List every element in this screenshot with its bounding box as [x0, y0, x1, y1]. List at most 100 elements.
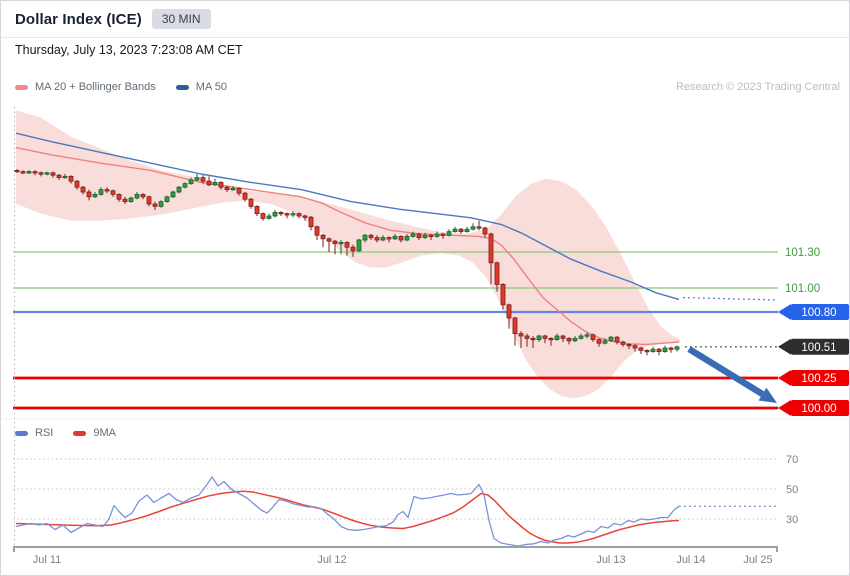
- candle: [482, 227, 488, 235]
- candle: [74, 180, 80, 188]
- rsi-swatch: [15, 430, 28, 436]
- candle: [200, 177, 206, 182]
- candle: [176, 186, 182, 193]
- candle: [38, 172, 44, 175]
- candle: [284, 213, 290, 216]
- x-axis-label-jul-14: Jul 14: [676, 554, 705, 566]
- candle: [494, 262, 500, 285]
- candle: [122, 198, 128, 202]
- candle: [464, 228, 470, 232]
- candle: [362, 234, 368, 241]
- candle: [452, 228, 458, 232]
- legend-label-rsi: RSI: [35, 427, 54, 439]
- price-tag-100.80: 100.80: [778, 304, 849, 320]
- candle: [332, 240, 338, 244]
- candle: [674, 346, 680, 350]
- candle: [500, 283, 506, 306]
- candle: [326, 238, 332, 242]
- candle: [524, 335, 530, 339]
- candle: [278, 211, 284, 215]
- candle: [314, 226, 320, 236]
- chart-area: MA 20 + Bollinger Bands MA 50 Research ©…: [1, 61, 850, 576]
- candle: [56, 174, 62, 178]
- candle: [404, 235, 410, 241]
- candle: [32, 171, 38, 174]
- header: Dollar Index (ICE) 30 MIN: [1, 1, 849, 38]
- x-axis-label-jul-12: Jul 12: [317, 554, 346, 566]
- research-attribution: Research © 2023 Trading Central: [675, 81, 840, 93]
- legend-item-rsi: RSI: [15, 427, 53, 439]
- candle: [506, 304, 512, 319]
- x-axis-label-jul-25: Jul 25: [743, 554, 772, 566]
- timestamp: Thursday, July 13, 2023 7:23:08 AM CET: [15, 43, 243, 57]
- candle: [572, 337, 578, 342]
- price-level-label-101.00: 101.00: [785, 283, 820, 295]
- candle: [536, 335, 542, 340]
- candle: [152, 203, 158, 207]
- candle: [398, 235, 404, 241]
- price-tag-label: 100.00: [801, 403, 836, 415]
- candle: [266, 215, 272, 219]
- candle: [422, 234, 428, 238]
- candle: [188, 179, 194, 184]
- rsi-9ma-swatch: [73, 430, 87, 436]
- candle: [290, 213, 296, 216]
- legend-item-ma20-bb: MA 20 + Bollinger Bands: [15, 81, 156, 93]
- candle: [62, 175, 68, 179]
- candlestick-series: [14, 169, 680, 356]
- main-chart-legend: MA 20 + Bollinger Bands MA 50: [15, 81, 227, 93]
- candle: [386, 237, 392, 240]
- candle: [644, 349, 650, 353]
- candle: [308, 216, 314, 228]
- candle: [668, 347, 674, 350]
- candle: [548, 337, 554, 341]
- candle: [530, 337, 536, 341]
- candle: [302, 215, 308, 218]
- candle: [596, 339, 602, 344]
- candle: [44, 172, 50, 175]
- price-tag-label: 100.80: [801, 307, 836, 319]
- candle: [128, 197, 134, 202]
- bollinger-band-area: [16, 110, 680, 399]
- candle: [638, 347, 644, 351]
- candle: [566, 337, 572, 342]
- candle: [224, 186, 230, 190]
- candle: [140, 193, 146, 198]
- candle: [662, 347, 668, 352]
- rsi-axis-label-30: 30: [786, 514, 798, 526]
- candle: [26, 171, 32, 174]
- ma20-bb-swatch: [15, 84, 28, 90]
- candle: [656, 348, 662, 353]
- price-tag-100.51: 100.51: [778, 338, 849, 355]
- ma50-swatch: [175, 84, 189, 90]
- timeframe-badge[interactable]: 30 MIN: [151, 9, 211, 29]
- candle: [578, 335, 584, 339]
- rsi-line: [15, 476, 680, 547]
- legend-item-ma50: MA 50: [175, 81, 227, 93]
- price-tag-100.00: 100.00: [778, 400, 849, 416]
- forecast-arrow: [687, 346, 777, 403]
- candle: [272, 211, 278, 217]
- candle: [164, 196, 170, 203]
- candle: [434, 233, 440, 237]
- x-axis-line: [13, 546, 778, 552]
- candle: [410, 233, 416, 237]
- chart-svg[interactable]: 101.30 101.00 100.80 100.25 100.00 100.51 70 50…: [1, 61, 850, 576]
- candle: [626, 343, 632, 347]
- candle: [206, 180, 212, 186]
- candle: [296, 213, 302, 217]
- candle: [86, 191, 92, 198]
- candle: [440, 233, 446, 236]
- candle: [14, 169, 20, 173]
- candle: [134, 193, 140, 199]
- x-axis-label-jul-13: Jul 13: [596, 554, 625, 566]
- candle: [374, 237, 380, 241]
- candle: [230, 187, 236, 191]
- candle: [104, 189, 110, 192]
- legend-item-9ma: 9MA: [73, 427, 116, 439]
- candle: [80, 186, 86, 193]
- candle: [380, 237, 386, 241]
- candle: [320, 234, 326, 240]
- candle: [632, 345, 638, 349]
- candle: [518, 333, 524, 337]
